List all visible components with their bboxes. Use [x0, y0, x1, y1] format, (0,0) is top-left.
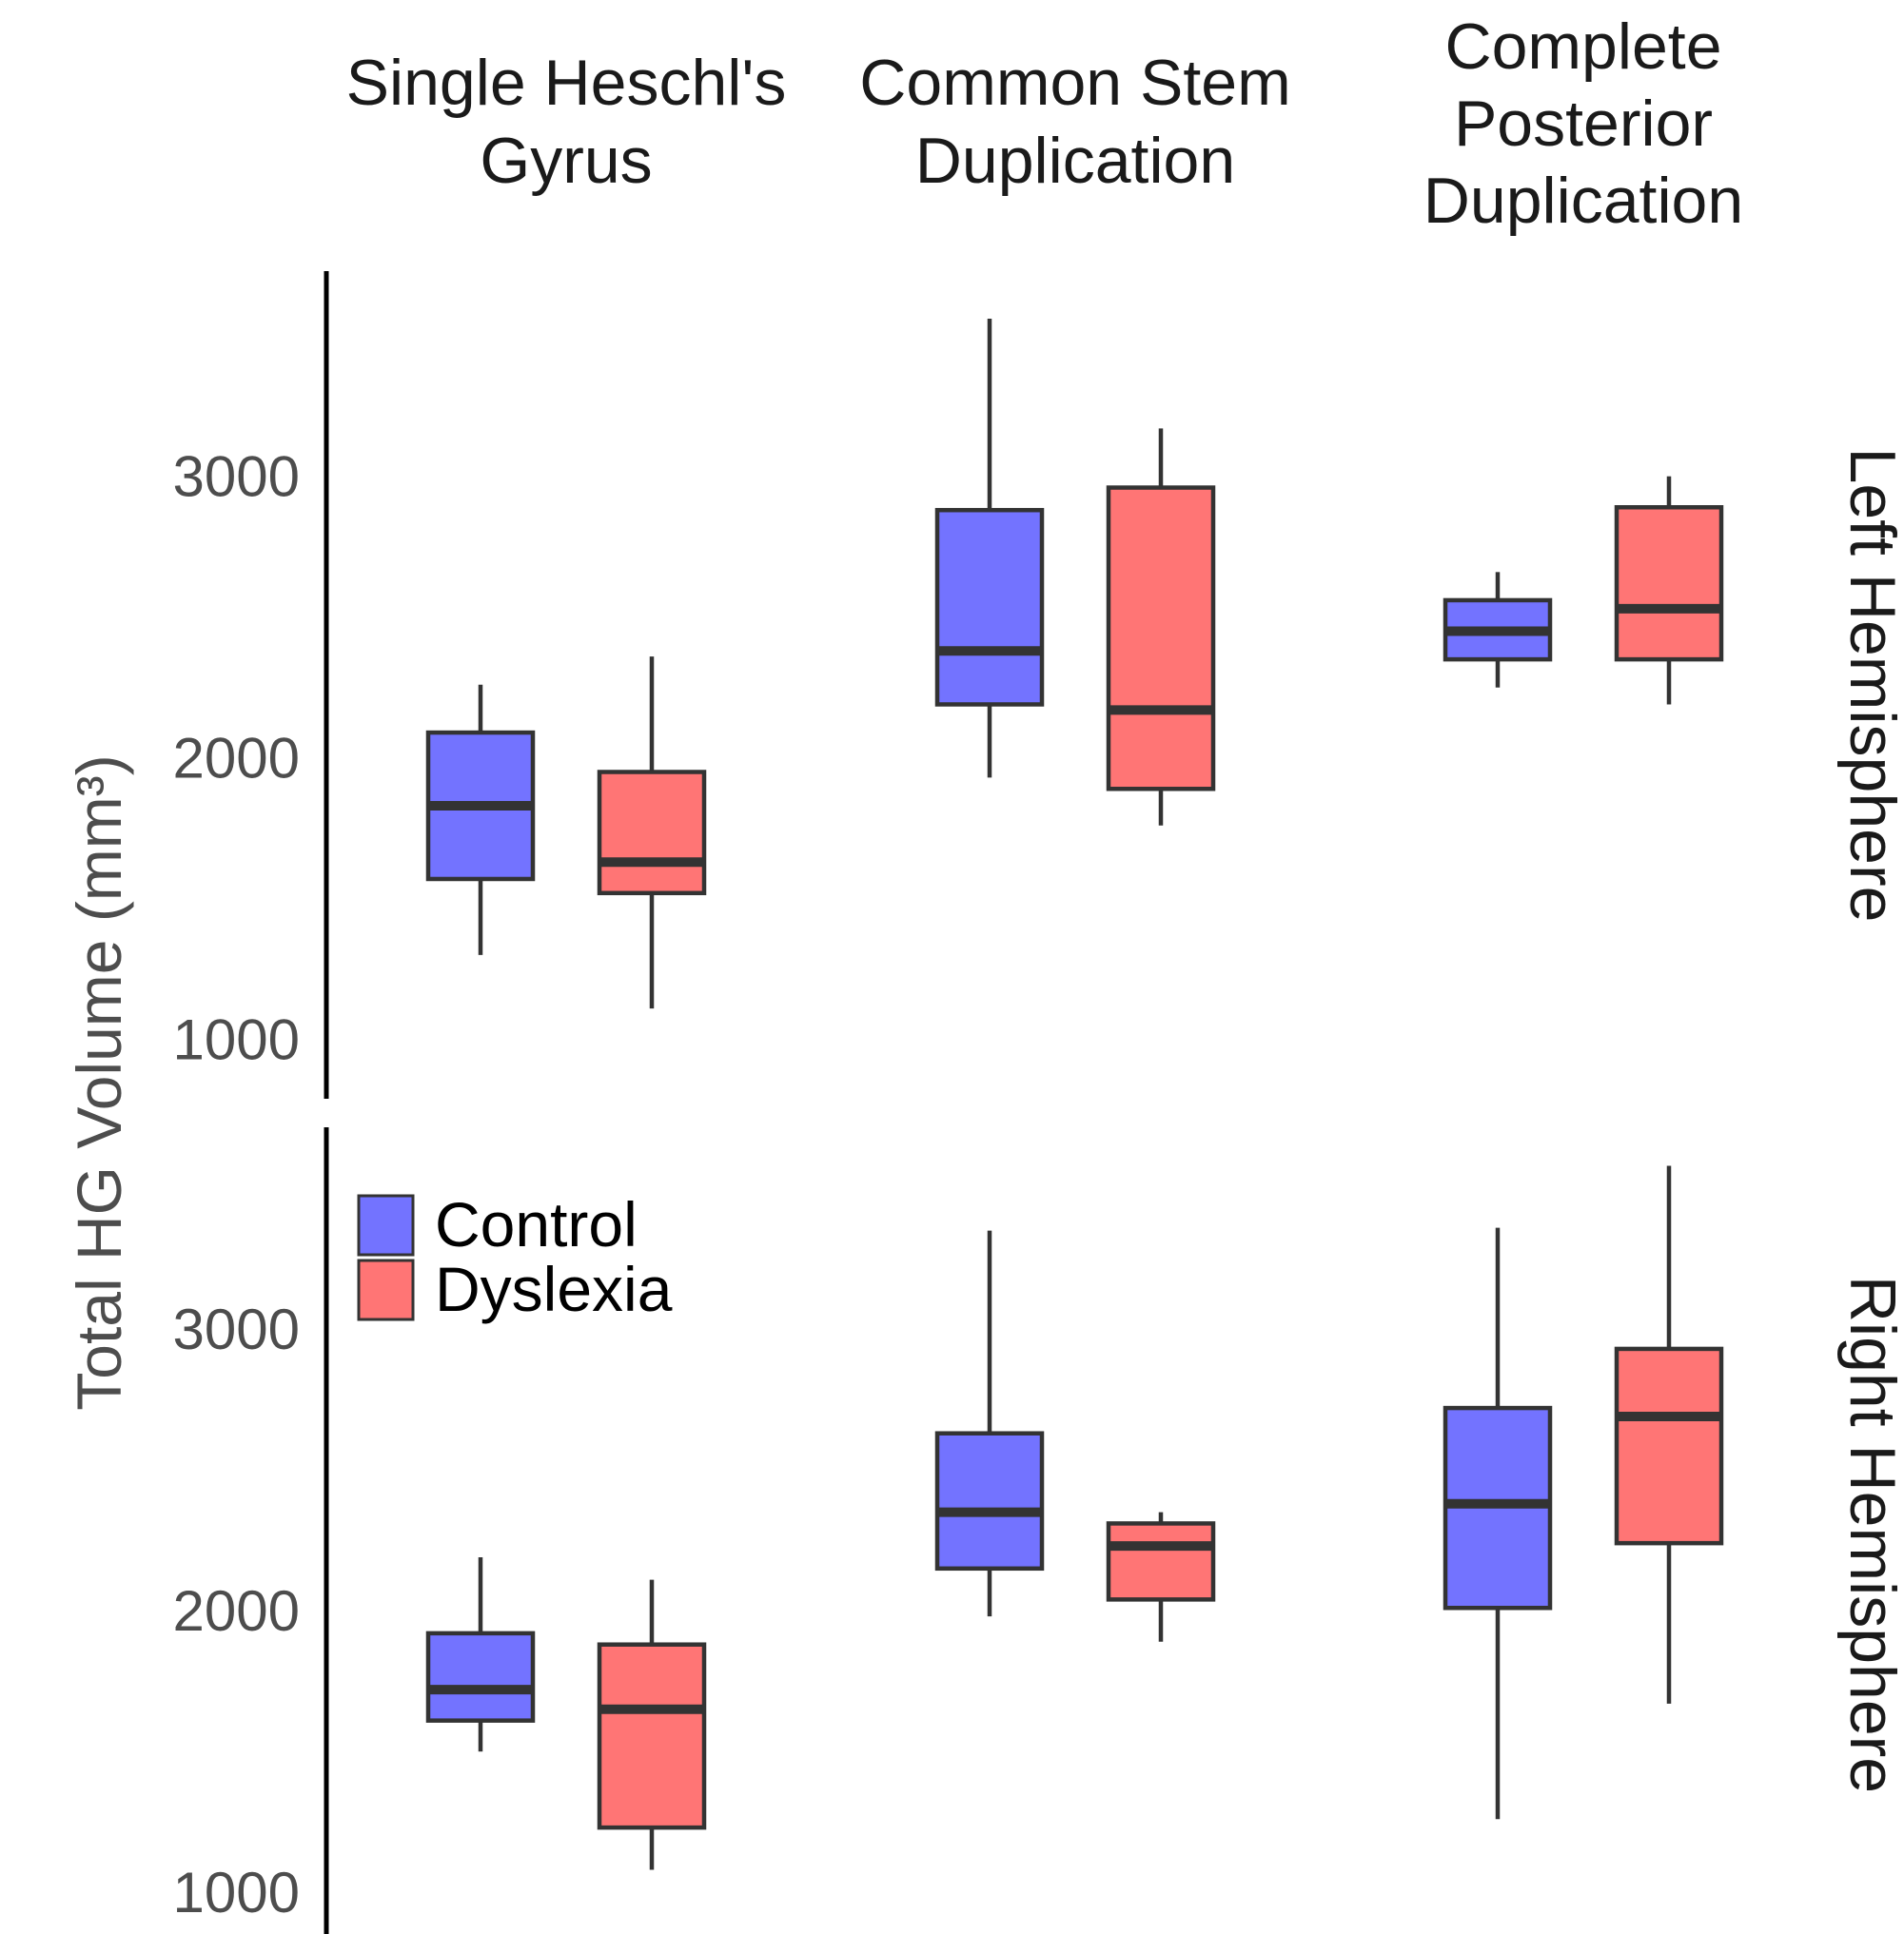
column-title-line: Single Heschl's	[346, 47, 787, 119]
column-title-0: Single Heschl's Gyrus	[346, 47, 787, 197]
box-control	[1443, 572, 1553, 688]
column-title-line: Duplication	[1423, 165, 1743, 237]
legend-item-dyslexia: Dyslexia	[357, 1254, 673, 1324]
box-body	[1106, 485, 1216, 791]
panel-1: 1000 2000 3000	[173, 1127, 1724, 1934]
y-tick-label: 1000	[173, 1861, 300, 1924]
column-title-line: Common Stem	[859, 47, 1290, 119]
legend-label: Dyslexia	[435, 1254, 673, 1324]
box-dyslexia	[1106, 428, 1216, 826]
box-dyslexia	[597, 1579, 707, 1870]
row-strip-label-1: Right Hemisphere	[1836, 1276, 1904, 1793]
column-title-2: Complete Posterior Duplication	[1423, 10, 1743, 237]
box-control	[425, 684, 536, 955]
y-tick-label: 3000	[173, 1298, 300, 1361]
box-dyslexia	[1614, 476, 1724, 705]
column-title-1: Common Stem Duplication	[859, 47, 1290, 197]
y-axis-label-group: Total HG Volume (mm³)	[64, 754, 134, 1410]
box-body	[597, 1642, 707, 1830]
box-body	[1106, 1521, 1216, 1602]
column-title-line: Duplication	[915, 125, 1235, 197]
box-dyslexia	[1106, 1512, 1216, 1642]
row-strip-labels: Left Hemisphere Right Hemisphere	[1836, 448, 1904, 1794]
legend-swatch	[357, 1194, 415, 1257]
box-body	[597, 770, 707, 896]
y-tick-label: 1000	[173, 1008, 300, 1072]
column-title-line: Complete	[1444, 10, 1721, 83]
legend-item-control: Control	[357, 1189, 638, 1260]
box-control	[934, 1230, 1045, 1617]
box-dyslexia	[597, 656, 707, 1009]
box-body	[934, 507, 1045, 707]
box-dyslexia	[1614, 1165, 1724, 1704]
legend-label: Control	[435, 1189, 638, 1260]
box-body	[934, 1431, 1045, 1572]
y-tick-label: 3000	[173, 445, 300, 509]
y-axis-label: Total HG Volume (mm³)	[64, 754, 134, 1410]
box-control	[934, 318, 1045, 778]
box-body	[1614, 1346, 1724, 1546]
box-control	[1443, 1227, 1553, 1820]
y-tick-label: 2000	[173, 1579, 300, 1643]
chart-panels: 1000 2000 3000 1000 2000 3000	[173, 271, 1724, 1934]
column-title-line: Posterior	[1454, 88, 1713, 160]
box-body	[425, 1631, 536, 1723]
box-control	[425, 1556, 536, 1752]
legend-swatch	[357, 1259, 415, 1321]
panel-0: 1000 2000 3000	[173, 271, 1724, 1099]
box-body	[1614, 505, 1724, 662]
row-strip-label-0: Left Hemisphere	[1836, 448, 1904, 923]
column-title-line: Gyrus	[480, 125, 652, 197]
y-tick-label: 2000	[173, 727, 300, 791]
